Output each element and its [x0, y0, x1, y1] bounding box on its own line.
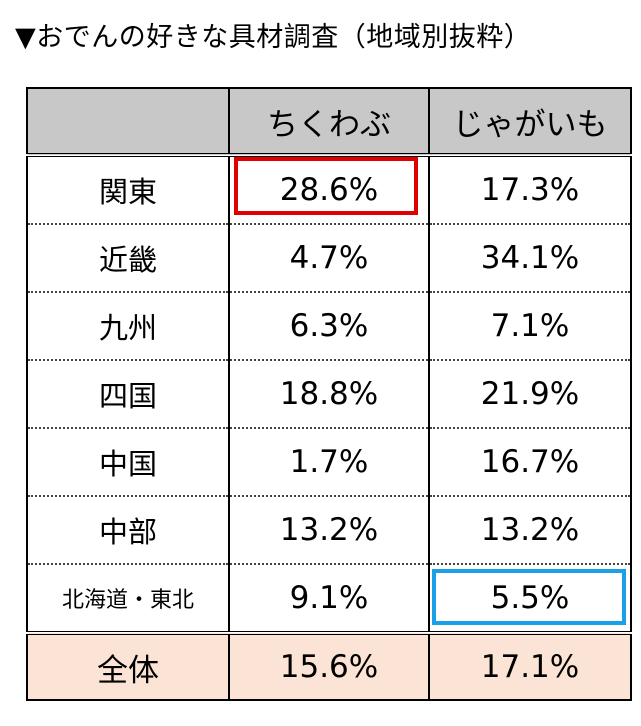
table-row: 四国 18.8% 21.9% — [26, 360, 632, 429]
jagaimo-cell: 13.2% — [428, 496, 632, 565]
jagaimo-cell: 34.1% — [428, 224, 632, 293]
chikuwabu-cell: 13.2% — [228, 496, 430, 565]
region-cell: 九州 — [26, 292, 230, 361]
region-cell: 四国 — [26, 360, 230, 429]
total-label: 全体 — [26, 633, 230, 701]
chikuwabu-cell: 4.7% — [228, 224, 430, 293]
region-cell: 北海道・東北 — [26, 564, 230, 635]
region-cell: 近畿 — [26, 224, 230, 293]
jagaimo-cell: 21.9% — [428, 360, 632, 429]
chikuwabu-cell: 9.1% — [228, 564, 430, 635]
chikuwabu-cell: 18.8% — [228, 360, 430, 429]
table-row: 中部 13.2% 13.2% — [26, 496, 632, 565]
page-title: ▼おでんの好きな具材調査（地域別抜粋） — [15, 22, 532, 53]
highlight-min-box — [432, 569, 626, 625]
jagaimo-cell: 17.3% — [428, 155, 632, 225]
header-jagaimo: じゃがいも — [428, 87, 632, 157]
total-jagaimo: 17.1% — [428, 633, 632, 701]
table-row: 近畿 4.7% 34.1% — [26, 224, 632, 293]
total-row: 全体 15.6% 17.1% — [26, 633, 632, 701]
region-cell: 中部 — [26, 496, 230, 565]
header-chikuwabu: ちくわぶ — [228, 87, 430, 157]
region-cell: 中国 — [26, 428, 230, 497]
region-cell: 関東 — [26, 155, 230, 225]
jagaimo-cell: 16.7% — [428, 428, 632, 497]
jagaimo-cell: 7.1% — [428, 292, 632, 361]
table-row: 九州 6.3% 7.1% — [26, 292, 632, 361]
chikuwabu-cell: 6.3% — [228, 292, 430, 361]
chikuwabu-cell: 1.7% — [228, 428, 430, 497]
total-chikuwabu: 15.6% — [228, 633, 430, 701]
table-header-row: ちくわぶ じゃがいも — [26, 87, 632, 157]
highlight-max-box — [234, 157, 418, 215]
table-row: 中国 1.7% 16.7% — [26, 428, 632, 497]
header-region — [26, 87, 230, 157]
